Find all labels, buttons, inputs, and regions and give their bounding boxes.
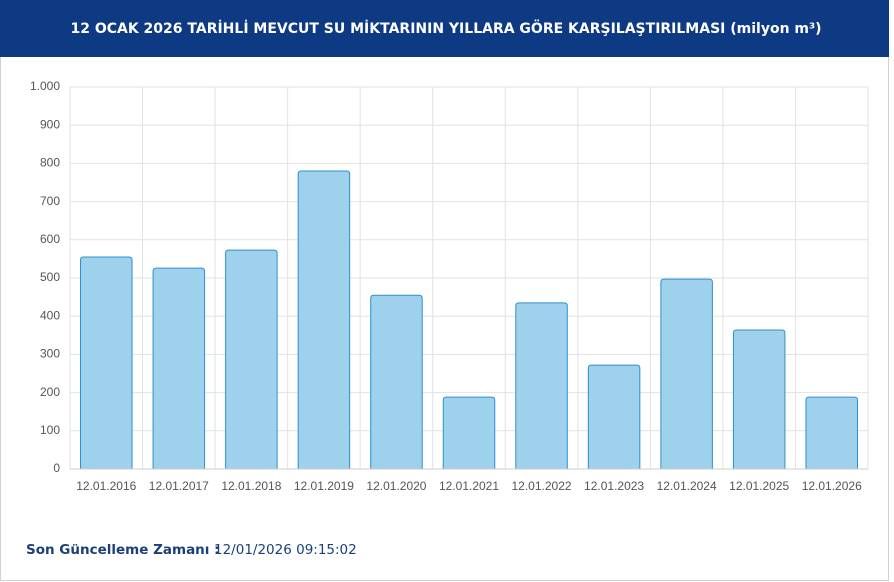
x-tick-label: 12.01.2021 [439,479,499,493]
header-bar [0,0,889,57]
y-tick-label: 0 [53,461,60,475]
x-tick-label: 12.01.2020 [366,479,426,493]
x-tick-label: 12.01.2025 [729,479,789,493]
x-tick-label: 12.01.2017 [149,479,209,493]
bar [805,396,858,470]
bar [80,256,133,470]
chart-title: 12 OCAK 2026 TARİHLİ MEVCUT SU MİKTARINI… [70,19,821,37]
bar [442,396,496,470]
bar [297,170,351,470]
x-tick-label: 12.01.2026 [802,479,862,493]
bar [515,302,568,470]
y-tick-label: 600 [40,232,60,246]
y-tick-label: 500 [40,270,60,284]
x-tick-label: 12.01.2023 [584,479,644,493]
x-tick-label: 12.01.2016 [76,479,136,493]
footer-label: Son Güncelleme Zamanı : [26,542,220,558]
bar [370,294,423,470]
x-tick-label: 12.01.2018 [221,479,281,493]
bar [732,329,786,470]
y-tick-label: 900 [40,117,60,131]
y-tick-label: 400 [40,308,60,322]
x-tick-label: 12.01.2024 [657,479,717,493]
y-tick-label: 100 [40,423,60,437]
x-tick-label: 12.01.2019 [294,479,354,493]
y-tick-label: 300 [40,347,60,361]
y-tick-label: 700 [40,194,60,208]
y-tick-label: 1.000 [30,79,60,93]
y-tick-label: 800 [40,156,60,170]
y-tick-label: 200 [40,385,60,399]
bar [587,364,641,470]
footer-time: 12/01/2026 09:15:02 [214,542,357,558]
bar [225,249,278,470]
bar [660,278,713,470]
x-tick-label: 12.01.2022 [512,479,572,493]
bar [152,267,206,470]
